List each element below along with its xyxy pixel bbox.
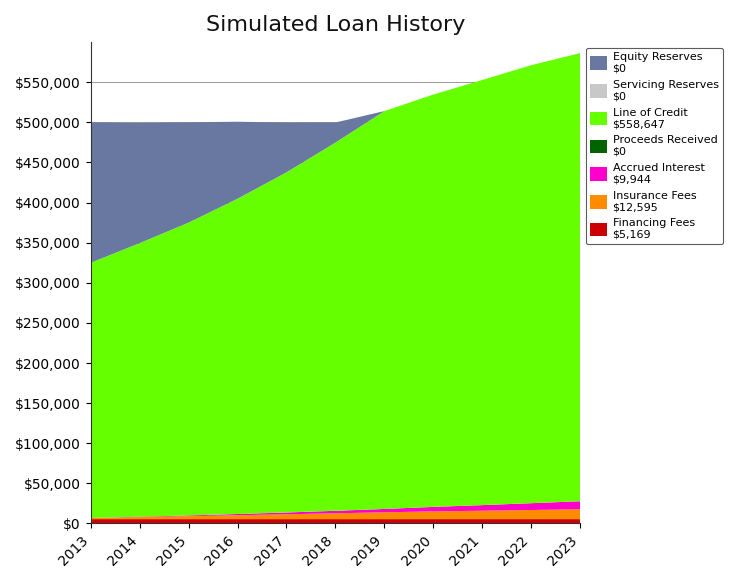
Title: Simulated Loan History: Simulated Loan History [206, 15, 465, 35]
Legend: Equity Reserves
$0, Servicing Reserves
$0, Line of Credit
$558,647, Proceeds Rec: Equity Reserves $0, Servicing Reserves $… [586, 48, 723, 244]
